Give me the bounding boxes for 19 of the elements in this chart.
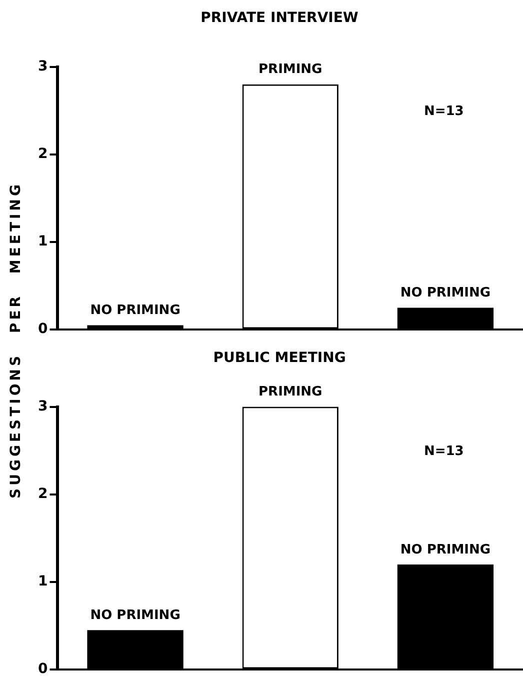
y-tick-label: 3 xyxy=(38,398,48,414)
annotation: N=13 xyxy=(424,444,464,459)
x-tick-label: PRIMING xyxy=(258,62,322,78)
y-tick-label: 0 xyxy=(38,661,48,678)
y-tick-label: 1 xyxy=(38,574,48,590)
annotation: N=13 xyxy=(424,104,464,119)
x-tick-label: NO PRIMING xyxy=(90,608,180,624)
chart-title: PRIVATE INTERVIEW xyxy=(200,10,358,26)
x-tick-label: NO PRIMING xyxy=(400,286,491,301)
y-tick-label: 3 xyxy=(38,58,48,74)
x-tick-label: NO PRIMING xyxy=(400,542,491,558)
y-axis-title: SUGGESTIONS PER MEETING xyxy=(8,182,24,498)
y-tick-label: 1 xyxy=(38,234,48,250)
x-tick-label: PRIMING xyxy=(258,384,322,400)
y-tick-label: 2 xyxy=(38,486,48,502)
x-tick-label: NO PRIMING xyxy=(90,303,180,318)
y-tick-label: 0 xyxy=(38,321,48,338)
y-tick-label: 2 xyxy=(38,146,48,162)
chart-title: PUBLIC MEETING xyxy=(213,350,346,366)
